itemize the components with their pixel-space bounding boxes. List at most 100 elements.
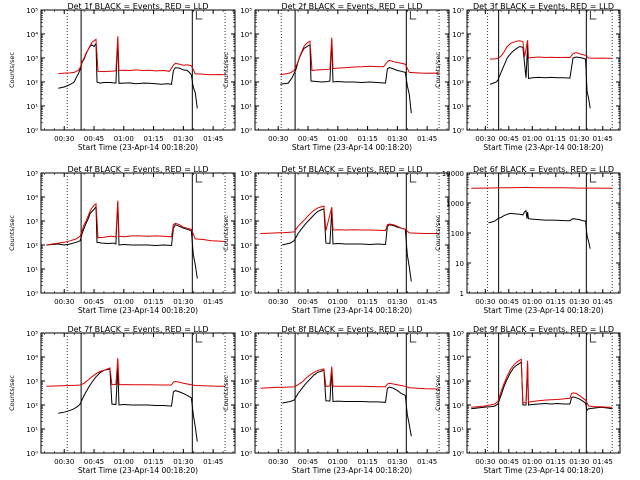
x-tick-label: 01:00 [328,458,348,466]
y-tick-label: 10⁴ [26,354,38,362]
x-tick-label: 01:15 [143,298,163,306]
y-tick-label: 10² [240,242,252,250]
y-tick-label: 10⁵ [240,170,252,178]
plot-frame [466,9,621,131]
y-tick-label: 10⁰ [452,127,464,135]
y-tick-label: 10¹ [26,426,38,434]
x-tick-label: 01:45 [593,135,613,143]
series-line-events [280,40,412,114]
y-tick-label: 10⁵ [452,7,464,15]
x-tick-label: 01:00 [114,135,134,143]
x-tick-label: 00:45 [499,298,519,306]
panel-title: Det 9f BLACK = Events, RED = LLD [473,325,614,334]
x-tick-label: 01:30 [387,298,407,306]
x-tick-label: 01:15 [143,458,163,466]
legend-bracket [409,174,417,183]
x-tick-label: 01:30 [569,135,589,143]
y-tick-label: 10⁵ [452,330,464,338]
y-tick-label: 10³ [452,378,464,386]
y-axis-label: Counts/sec [222,375,230,411]
series-line-events [471,361,613,412]
x-tick-label: 01:15 [357,458,377,466]
x-axis-label: Start Time (23-Apr-14 00:18:20) [483,306,603,315]
y-tick-label: 10¹ [452,103,464,111]
legend-bracket [589,174,597,183]
x-tick-label: 01:00 [114,298,134,306]
y-axis-label: Counts/sec [8,52,16,88]
x-tick-label: 01:15 [357,135,377,143]
series-line-lld [46,358,226,387]
x-tick-label: 00:30 [54,458,74,466]
y-tick-label: 10³ [240,378,252,386]
x-tick-label: 01:30 [173,458,193,466]
y-axis-label: Counts/sec [434,52,442,88]
y-tick-label: 10⁰ [26,450,38,458]
y-tick-label: 10⁴ [452,354,464,362]
x-tick-label: 00:45 [298,458,318,466]
x-tick-label: 01:00 [328,298,348,306]
plot-frame [40,172,236,294]
series-line-events [58,39,198,109]
panel-title: Det 5f BLACK = Events, RED = LLD [281,165,422,174]
series-line-lld [260,366,440,390]
x-tick-label: 00:45 [84,298,104,306]
y-tick-label: 10⁴ [26,31,38,39]
y-tick-label: 10² [452,402,464,410]
y-tick-label: 10² [452,79,464,87]
legend-bracket [195,174,203,183]
x-tick-label: 01:00 [522,135,542,143]
x-tick-label: 01:45 [203,298,223,306]
series-line-events [282,208,412,282]
plot-frame [466,172,621,294]
plot-frame [254,9,450,131]
x-tick-label: 01:45 [593,298,613,306]
legend-bracket [589,11,597,20]
y-tick-label: 10³ [26,218,38,226]
y-tick-label: 10² [26,79,38,87]
y-tick-label: 100 [451,230,464,238]
y-tick-label: 10¹ [240,266,252,274]
series-line-events [58,367,198,442]
legend-bracket [409,11,417,20]
y-tick-label: 10² [26,242,38,250]
y-tick-label: 10² [26,402,38,410]
x-tick-label: 01:00 [328,135,348,143]
series-line-events [282,369,412,437]
y-tick-label: 10⁴ [26,194,38,202]
plot-frame [254,332,450,454]
plot-frame [466,332,621,454]
x-tick-label: 00:30 [475,458,495,466]
y-tick-label: 1000 [446,200,464,208]
x-tick-label: 00:45 [499,135,519,143]
detector-panel: 1 10 100 1000 10000 00:30 00:45 01:00 01:15 01:30… [434,165,621,315]
x-tick-label: 01:30 [569,298,589,306]
x-tick-label: 00:30 [54,298,74,306]
x-tick-label: 01:45 [417,458,437,466]
y-tick-label: 10⁵ [26,170,38,178]
x-tick-label: 01:45 [203,135,223,143]
y-tick-label: 10³ [240,218,252,226]
y-tick-label: 10³ [240,55,252,63]
panel-title: Det 3f BLACK = Events, RED = LLD [473,2,614,11]
series-line-events [488,209,591,249]
legend-bracket [589,334,597,343]
y-tick-label: 10⁵ [26,7,38,15]
series-line-lld [58,36,226,76]
y-axis-label: Counts/sec [434,215,442,251]
legend-bracket [195,11,203,20]
x-tick-label: 00:45 [84,458,104,466]
x-tick-label: 00:30 [268,458,288,466]
series-line-lld [471,358,613,408]
y-tick-label: 10¹ [452,426,464,434]
x-tick-label: 00:30 [268,135,288,143]
series-line-lld [46,200,226,246]
y-tick-label: 10 [455,260,464,268]
